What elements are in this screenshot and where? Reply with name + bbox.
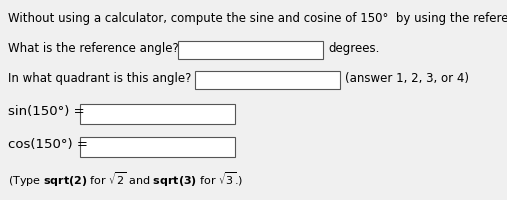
FancyBboxPatch shape [80,104,235,124]
Text: (Type $\mathbf{sqrt(2)}$ for $\sqrt{2}$ and $\mathbf{sqrt(3)}$ for $\sqrt{3}$.): (Type $\mathbf{sqrt(2)}$ for $\sqrt{2}$ … [8,170,243,189]
Text: cos(150°) =: cos(150°) = [8,138,88,151]
Text: What is the reference angle?: What is the reference angle? [8,42,179,55]
FancyBboxPatch shape [195,71,340,89]
Text: Without using a calculator, compute the sine and cosine of 150°  by using the re: Without using a calculator, compute the … [8,12,507,25]
Text: In what quadrant is this angle?: In what quadrant is this angle? [8,72,191,85]
FancyBboxPatch shape [178,41,323,59]
Text: degrees.: degrees. [328,42,379,55]
Text: (answer 1, 2, 3, or 4): (answer 1, 2, 3, or 4) [345,72,469,85]
FancyBboxPatch shape [80,137,235,157]
Text: sin(150°) =: sin(150°) = [8,105,85,118]
